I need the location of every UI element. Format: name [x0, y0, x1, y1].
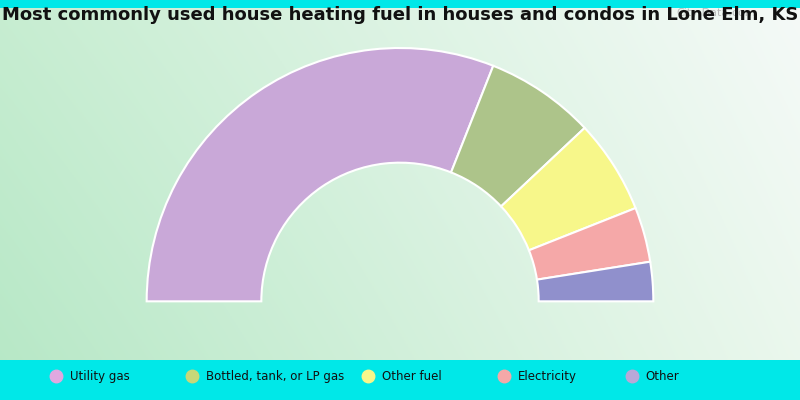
Text: Utility gas: Utility gas: [70, 370, 130, 382]
Wedge shape: [146, 48, 494, 301]
Text: Most commonly used house heating fuel in houses and condos in Lone Elm, KS: Most commonly used house heating fuel in…: [2, 6, 798, 24]
Text: Bottled, tank, or LP gas: Bottled, tank, or LP gas: [206, 370, 344, 382]
Text: Other fuel: Other fuel: [382, 370, 442, 382]
Text: Other: Other: [646, 370, 679, 382]
Wedge shape: [529, 208, 650, 280]
Text: City-Data.com: City-Data.com: [676, 8, 756, 18]
Text: Electricity: Electricity: [518, 370, 577, 382]
Wedge shape: [501, 128, 635, 250]
Wedge shape: [451, 66, 585, 206]
Wedge shape: [537, 262, 654, 301]
